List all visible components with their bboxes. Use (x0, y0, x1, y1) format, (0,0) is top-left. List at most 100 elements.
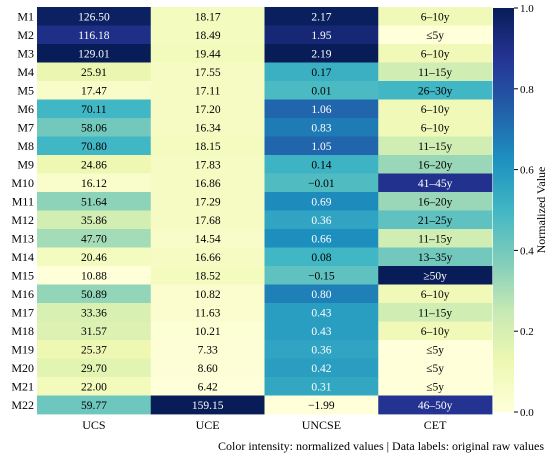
cell-label: 58.06 (81, 122, 107, 134)
colorbar-gradient (493, 8, 514, 412)
cell-label: 6.42 (198, 381, 218, 393)
cell-label: 33.36 (81, 307, 107, 319)
column-label-uncse: UNCSE (302, 418, 341, 432)
cell-label: 17.47 (81, 85, 107, 97)
heatmap-cell (264, 340, 379, 359)
heatmap-cell (37, 229, 152, 248)
heatmap-cell (378, 192, 493, 211)
row-label-m22: M22 (11, 398, 34, 412)
heatmap-cell (150, 173, 265, 193)
heatmap-cell (150, 247, 265, 267)
cell-label: ≥50y (423, 270, 447, 282)
cell-label: 0.36 (311, 344, 331, 356)
heatmap-cell (37, 284, 152, 304)
cell-label: 46–50y (418, 400, 453, 412)
cell-label: 11–15y (418, 233, 452, 245)
heatmap-cell (264, 99, 379, 119)
heatmap-cell (150, 99, 265, 119)
heatmap-cell (150, 284, 265, 304)
cell-label: 0.36 (311, 215, 331, 227)
heatmap-cell (37, 25, 152, 45)
cell-label: 21–25y (418, 215, 453, 227)
row-label-m19: M19 (11, 342, 34, 356)
row-label-m15: M15 (11, 268, 34, 282)
cell-label: 59.77 (81, 400, 107, 412)
cell-label: 11–15y (418, 141, 452, 153)
cell-label: 10.21 (195, 326, 221, 338)
row-label-m5: M5 (17, 83, 34, 97)
heatmap-cell (37, 155, 152, 174)
cell-label: ≤5y (426, 30, 444, 42)
cell-label: 8.60 (198, 363, 218, 375)
heatmap-cell (264, 321, 379, 341)
heatmap-cell (150, 210, 265, 230)
heatmap-cell (150, 7, 265, 26)
cell-label: 18.52 (195, 270, 221, 282)
cell-label: 35.86 (81, 215, 107, 227)
heatmap-cell (37, 44, 152, 63)
heatmap-cell (37, 99, 152, 119)
heatmap-cell (150, 229, 265, 248)
heatmap-cell (378, 284, 493, 304)
cell-label: 0.43 (311, 326, 331, 338)
cell-label: 16.66 (195, 252, 221, 264)
heatmap-cell (378, 155, 493, 174)
heatmap-cell (37, 210, 152, 230)
cell-label: 16.34 (195, 122, 221, 134)
cell-label: 16–20y (418, 196, 453, 208)
cell-label: 22.00 (81, 381, 107, 393)
heatmap-cell (264, 395, 379, 415)
cell-label: 0.43 (311, 307, 331, 319)
row-label-m14: M14 (11, 250, 34, 264)
heatmap-cell (37, 303, 152, 322)
heatmap-cell (264, 358, 379, 378)
cell-label: 31.57 (81, 326, 107, 338)
heatmap-cell (264, 266, 379, 285)
row-label-m6: M6 (17, 102, 34, 116)
heatmap-cell (150, 25, 265, 45)
cell-label: 6–10y (421, 104, 450, 116)
heatmap-cell (150, 44, 265, 63)
cell-label: 159.15 (192, 400, 224, 412)
cell-label: −1.99 (308, 400, 335, 412)
colorbar-label: Normalized Value (534, 167, 548, 254)
heatmap-cell (37, 321, 152, 341)
cell-label: 18.15 (195, 141, 221, 153)
cell-label: −0.01 (308, 178, 335, 190)
cell-label: 6–10y (421, 48, 450, 60)
cell-label: 29.70 (81, 363, 107, 375)
cell-label: 70.11 (81, 104, 107, 116)
row-label-m10: M10 (11, 176, 34, 190)
cell-label: 16.12 (81, 178, 107, 190)
cell-label: 47.70 (81, 233, 107, 245)
heatmap-cell (264, 192, 379, 211)
row-label-m4: M4 (17, 65, 34, 79)
cell-label: 18.17 (195, 11, 221, 23)
column-label-uce: UCE (196, 418, 220, 432)
cell-label: 70.80 (81, 141, 107, 153)
heatmap-cell (150, 358, 265, 378)
cell-label: 25.91 (81, 67, 107, 79)
heatmap-cell (378, 62, 493, 82)
heatmap-cell (150, 340, 265, 359)
heatmap-cells: 126.50 18.17 2.17 6–10y 116.18 18.49 1.95 ≤5y 12… (37, 7, 493, 415)
heatmap-cell (378, 173, 493, 193)
cell-label: 17.68 (195, 215, 221, 227)
footnote: Color intensity: normalized values | Dat… (218, 439, 544, 453)
heatmap-cell (37, 395, 152, 415)
row-label-m9: M9 (17, 157, 34, 171)
colorbar-tick-label: 0.4 (520, 245, 534, 257)
cell-label: 0.01 (311, 85, 331, 97)
heatmap-cell (150, 266, 265, 285)
heatmap-cell (264, 210, 379, 230)
row-label-m1: M1 (17, 9, 34, 23)
column-label-ucs: UCS (82, 418, 105, 432)
row-label-m13: M13 (11, 231, 34, 245)
heatmap-cell (378, 358, 493, 378)
cell-label: 13–35y (418, 252, 453, 264)
row-label-m16: M16 (11, 287, 34, 301)
heatmap-cell (378, 229, 493, 248)
heatmap-cell (378, 303, 493, 322)
cell-label: 0.08 (311, 252, 331, 264)
